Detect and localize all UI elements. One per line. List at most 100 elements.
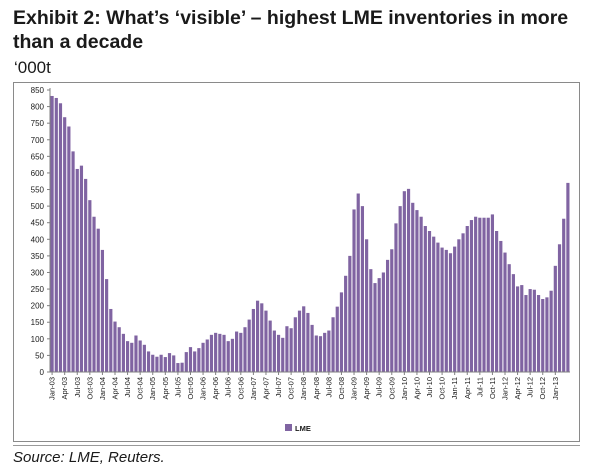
x-tick-label: Oct-12 — [538, 377, 547, 400]
bar-Jul-09 — [377, 278, 381, 372]
bar-Jan-04 — [100, 249, 105, 372]
bar-Mar-06 — [209, 334, 214, 372]
source-divider — [13, 445, 580, 446]
bar-Aug-08 — [331, 317, 335, 372]
bar-Oct-08 — [339, 292, 344, 372]
bar-Sep-10 — [436, 242, 440, 372]
bar-Nov-12 — [545, 297, 549, 372]
bar-May-03 — [67, 126, 71, 373]
bar-Dec-04 — [146, 351, 151, 372]
bar-chart: 0 50 100 150 200 250 300 350 400 450 500 550 600 650 7… — [31, 86, 570, 433]
bar-Oct-09 — [390, 249, 394, 372]
bar-Apr-05 — [163, 357, 167, 372]
bar-Apr-07 — [264, 310, 268, 372]
bar-Sep-06 — [235, 331, 239, 372]
x-tick-label: Apr-06 — [211, 377, 220, 400]
bar-Feb-06 — [205, 339, 209, 372]
x-tick-label: Apr-07 — [261, 377, 270, 400]
bar-Jan-12 — [503, 252, 507, 372]
bar-Nov-09 — [394, 223, 398, 372]
bar-Feb-10 — [406, 188, 411, 372]
bar-Feb-08 — [306, 312, 310, 372]
bar-Mar-03 — [58, 103, 63, 372]
bar-Jan-10 — [402, 191, 406, 372]
bar-Dec-08 — [348, 255, 352, 372]
bar-Aug-09 — [381, 272, 385, 372]
x-tick-label: Oct-03 — [85, 377, 94, 400]
bar-Oct-04 — [138, 340, 142, 372]
bar-Oct-11 — [490, 214, 495, 372]
bar-Sep-04 — [134, 335, 138, 372]
y-tick-label: 300 — [31, 268, 45, 277]
bar-Nov-07 — [293, 317, 297, 372]
bar-Jul-07 — [276, 334, 281, 372]
bar-May-07 — [268, 320, 272, 372]
bar-Feb-05 — [155, 356, 159, 372]
bar-Jan-03 — [50, 95, 54, 372]
bar-Feb-11 — [457, 239, 461, 372]
bar-May-10 — [419, 216, 423, 372]
bar-Jun-12 — [524, 295, 528, 372]
bar-Jan-07 — [251, 308, 255, 372]
bar-May-09 — [369, 269, 373, 372]
x-tick-label: Jul-11 — [475, 377, 484, 397]
bar-Aug-10 — [432, 236, 436, 372]
x-tick-label: Jan-10 — [400, 377, 409, 400]
bar-Jul-08 — [327, 330, 331, 372]
bar-Jun-11 — [474, 216, 478, 372]
bar-undefined — [566, 182, 570, 372]
x-tick-label: Apr-05 — [161, 377, 170, 400]
bar-Mar-05 — [159, 354, 163, 372]
bar-Apr-03 — [63, 117, 67, 372]
bar-Nov-06 — [243, 327, 247, 372]
bar-Dec-06 — [247, 319, 251, 372]
bar-Apr-08 — [314, 335, 318, 372]
bar-Mar-10 — [411, 202, 415, 372]
bar-Aug-06 — [230, 338, 235, 372]
x-tick-label: Oct-07 — [287, 377, 296, 400]
bar-Jan-06 — [201, 342, 205, 372]
bar-Apr-06 — [214, 332, 218, 372]
bar-Jul-05 — [176, 363, 180, 372]
bar-Aug-12 — [532, 289, 536, 372]
bar-Sep-09 — [385, 259, 390, 372]
bar-Sep-07 — [285, 326, 289, 372]
bar-Sep-12 — [536, 295, 541, 372]
y-tick-label: 800 — [31, 103, 45, 112]
bar-Jul-10 — [427, 231, 432, 372]
x-tick-label: Oct-10 — [438, 377, 447, 400]
x-tick-label: Jul-05 — [173, 377, 182, 397]
y-tick-label: 350 — [31, 252, 45, 261]
y-tick-label: 750 — [31, 119, 45, 128]
x-tick-label: Jul-03 — [73, 377, 82, 397]
y-tick-label: 550 — [31, 186, 45, 195]
bar-Oct-12 — [541, 299, 545, 372]
bar-Apr-12 — [515, 286, 520, 372]
bar-Dec-07 — [297, 310, 302, 372]
bar-Feb-12 — [507, 264, 511, 372]
bar-Sep-11 — [486, 217, 490, 372]
x-tick-label: Oct-06 — [236, 377, 245, 400]
x-tick-label: Jul-07 — [274, 377, 283, 397]
bar-Feb-07 — [255, 300, 260, 372]
x-tick-label: Apr-09 — [362, 377, 371, 400]
y-axis-unit-label: ‘000t — [14, 58, 51, 77]
bar-Aug-04 — [130, 342, 134, 372]
bar-Jun-07 — [272, 330, 276, 372]
legend-label: LME — [295, 424, 311, 433]
bar-Dec-05 — [197, 348, 201, 372]
x-tick-label: Apr-12 — [513, 377, 522, 400]
bar-Mar-08 — [310, 324, 314, 372]
x-tick-label: Oct-11 — [488, 377, 497, 399]
bar-Jul-03 — [75, 168, 79, 372]
bar-Jun-09 — [373, 283, 377, 372]
bar-Jun-04 — [121, 333, 125, 372]
bar-Jun-05 — [172, 355, 176, 372]
bar-Mar-12 — [511, 274, 515, 372]
x-tick-label: Apr-03 — [60, 377, 69, 400]
x-tick-label: Jan-05 — [148, 377, 157, 400]
bar-May-06 — [218, 333, 222, 372]
bar-Jul-04 — [125, 341, 130, 372]
bar-Jun-06 — [222, 334, 226, 372]
x-tick-label: Jan-13 — [551, 377, 560, 400]
